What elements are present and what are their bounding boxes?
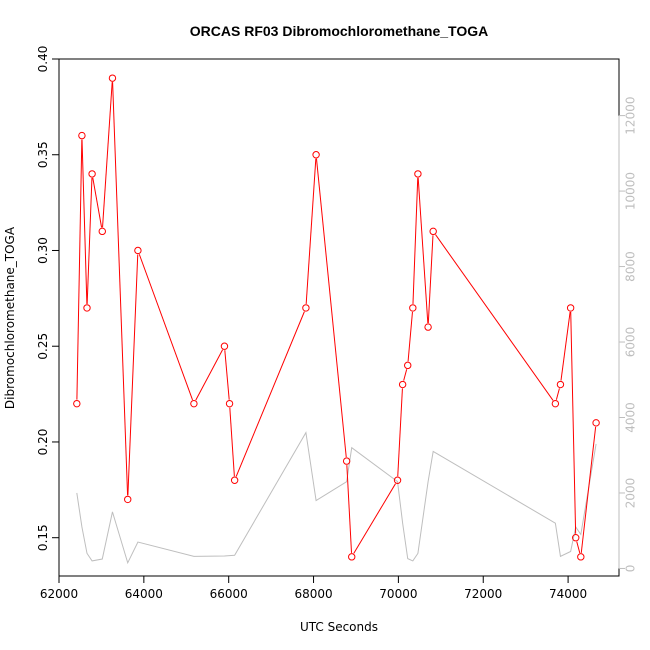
series-left-segment bbox=[403, 369, 408, 381]
series-left-point bbox=[572, 534, 580, 542]
y2-tick-label: 4000 bbox=[624, 402, 638, 433]
series-left-point bbox=[220, 342, 229, 350]
series-left-point bbox=[577, 553, 585, 561]
series-left-point bbox=[414, 170, 422, 178]
series-left-point bbox=[409, 304, 417, 312]
y2-tick-label: 6000 bbox=[624, 327, 638, 358]
series-left-point bbox=[566, 304, 575, 312]
series-left-segment bbox=[224, 350, 230, 400]
series-left-segment bbox=[102, 82, 113, 228]
y-tick-label: 0.25 bbox=[36, 333, 50, 360]
plot-frame bbox=[58, 58, 620, 577]
series-left-point bbox=[88, 170, 96, 178]
series-left-segment bbox=[397, 388, 403, 477]
series-left-segment bbox=[195, 349, 224, 401]
series-left-point bbox=[98, 227, 106, 236]
series-left-segment bbox=[315, 158, 347, 458]
series-left-segment bbox=[353, 483, 396, 554]
x-tick-label: 64000 bbox=[125, 587, 163, 601]
series-left-segment bbox=[580, 426, 597, 553]
series-left-segment bbox=[86, 177, 93, 304]
series-left-segment bbox=[76, 139, 83, 400]
series-left-point bbox=[556, 380, 565, 389]
x-tick-label: 72000 bbox=[464, 587, 502, 601]
series-left-point bbox=[225, 399, 234, 408]
series-left-point bbox=[124, 495, 132, 504]
series-left-point bbox=[342, 457, 351, 465]
x-tick-label: 62000 bbox=[40, 587, 78, 601]
series-left-point bbox=[108, 74, 117, 82]
series-left-segment bbox=[346, 465, 353, 553]
series-left-segment bbox=[229, 407, 235, 477]
series-left-point bbox=[230, 476, 239, 484]
series-left-point bbox=[134, 246, 142, 255]
series-left bbox=[73, 74, 600, 561]
series-left-segment bbox=[235, 311, 305, 477]
series-left-point bbox=[393, 476, 402, 484]
series-left-segment bbox=[412, 177, 419, 304]
series-left-point bbox=[398, 380, 407, 389]
series-left-segment bbox=[138, 254, 194, 401]
x-tick-label: 70000 bbox=[379, 587, 417, 601]
series-left-segment bbox=[92, 177, 103, 228]
series-left-point bbox=[190, 399, 198, 408]
series-left-segment bbox=[305, 158, 317, 304]
series-right bbox=[76, 431, 597, 565]
y-tick-label: 0.30 bbox=[36, 237, 50, 264]
series-left-segment bbox=[407, 311, 413, 362]
series-left-point bbox=[348, 553, 356, 561]
chart-title: ORCAS RF03 Dibromochloromethane_TOGA bbox=[190, 23, 488, 39]
y2-axis: 0 2000 4000 6000 8000 10000 12000 bbox=[618, 97, 638, 573]
series-left-point bbox=[312, 151, 320, 159]
series-left-point bbox=[592, 419, 600, 427]
y-tick-label: 0.40 bbox=[36, 46, 50, 73]
series-left-segment bbox=[555, 388, 560, 400]
series-left-segment bbox=[112, 82, 129, 496]
x-axis-label: UTC Seconds bbox=[300, 620, 378, 634]
series-left-point bbox=[73, 399, 81, 408]
series-left-point bbox=[302, 304, 310, 312]
y-tick-label: 0.15 bbox=[36, 524, 50, 551]
y-axis-label: Dibromochloromethane_TOGA bbox=[3, 226, 17, 409]
x-tick-label: 74000 bbox=[549, 587, 587, 601]
x-tick-label: 68000 bbox=[294, 587, 332, 601]
series-right-line bbox=[76, 431, 597, 565]
series-left-segment bbox=[570, 311, 577, 534]
series-left-segment bbox=[576, 541, 581, 554]
series-left-point bbox=[83, 304, 91, 312]
y2-tick-label: 10000 bbox=[624, 172, 638, 210]
series-left-point bbox=[78, 131, 86, 140]
y-tick-label: 0.35 bbox=[36, 141, 50, 168]
series-left-segment bbox=[127, 254, 139, 496]
series-left-point bbox=[424, 323, 432, 331]
x-tick-label: 66000 bbox=[210, 587, 248, 601]
series-left-segment bbox=[427, 235, 434, 324]
series-left-segment bbox=[560, 311, 571, 381]
y-axis: 0.15 0.20 0.25 0.30 0.35 0.40 bbox=[36, 46, 60, 551]
series-left-segment bbox=[435, 234, 554, 401]
series-left-segment bbox=[417, 177, 429, 324]
y2-tick-label: 2000 bbox=[624, 478, 638, 509]
series-left-point bbox=[404, 361, 412, 370]
y2-tick-label: 12000 bbox=[624, 97, 638, 135]
y2-tick-label: 8000 bbox=[624, 251, 638, 282]
y2-tick-label: 0 bbox=[624, 565, 638, 573]
x-axis: 62000 64000 66000 68000 70000 72000 74000 bbox=[40, 575, 587, 601]
series-left-segment bbox=[81, 139, 88, 304]
y-tick-label: 0.20 bbox=[36, 429, 50, 456]
series-left-point bbox=[551, 399, 560, 408]
series-left-point bbox=[429, 227, 437, 236]
